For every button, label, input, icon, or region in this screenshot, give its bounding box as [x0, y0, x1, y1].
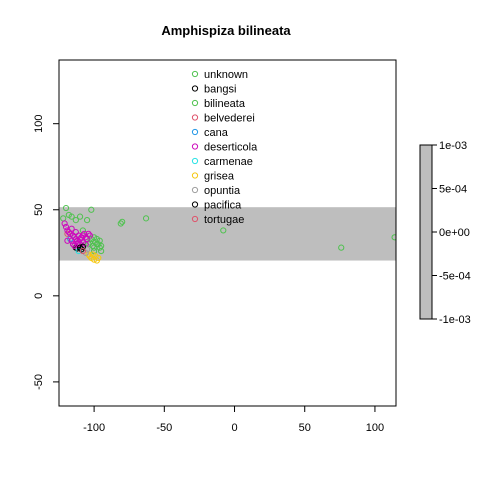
point-deserticola: [68, 225, 75, 232]
points-group: [60, 204, 396, 264]
point-deserticola: [64, 237, 71, 244]
legend-label-deserticola: deserticola: [204, 142, 258, 154]
point-bilineata: [91, 244, 98, 251]
colorbar: 1e-03 5e-04 0e+00 -5e-04 -1e-03: [419, 140, 471, 326]
point-bilineata: [88, 235, 95, 243]
point-unknown: [76, 213, 84, 220]
plot-area: -100 -50 0 50 100 -50 0 50 100: [33, 59, 397, 434]
legend-marker-deserticola: [191, 143, 199, 150]
legend-label-belvederei: belvederei: [204, 113, 255, 125]
legend-label-grisea: grisea: [204, 171, 235, 183]
legend-marker-opuntia: [191, 186, 199, 194]
x-tick-label: 50: [299, 422, 311, 434]
point-grisea: [86, 253, 93, 260]
point-bilineata: [95, 241, 102, 248]
colorbar-tick-label: 5e-04: [439, 184, 467, 196]
legend-marker-unknown: [191, 70, 199, 78]
point-unknown: [338, 244, 345, 251]
colorbar-tick-label: -1e-03: [439, 314, 471, 326]
y-tick-label: 50: [33, 204, 45, 216]
point-deserticola: [69, 241, 77, 248]
y-tick-label: 0: [33, 293, 45, 299]
colorbar-tick-label: -5e-04: [439, 271, 471, 283]
point-bilineata: [98, 247, 105, 255]
point-unknown: [117, 220, 124, 227]
legend-marker-bangsi: [191, 85, 199, 92]
point-grisea: [95, 254, 102, 262]
colorbar-tick-label: 1e-03: [439, 140, 467, 152]
legend-label-bilineata: bilineata: [204, 98, 246, 110]
legend-marker-grisea: [191, 172, 199, 179]
point-deserticola: [72, 229, 79, 236]
point-unknown: [68, 213, 75, 220]
legend-label-bangsi: bangsi: [204, 84, 236, 96]
x-tick-label: 100: [366, 422, 384, 434]
point-unknown: [88, 206, 95, 213]
legend-label-pacifica: pacifica: [204, 200, 242, 212]
point-deserticola: [61, 220, 68, 227]
point-unknown: [220, 227, 227, 234]
legend-label-tortugae: tortugae: [204, 214, 244, 226]
point-deserticola: [81, 230, 88, 237]
point-belvederei: [64, 230, 71, 237]
legend-marker-tortugae: [191, 215, 199, 223]
colorbar-tick-label: 0e+00: [439, 227, 470, 239]
legend-marker-belvederei: [191, 114, 199, 121]
legend-marker-pacifica: [191, 201, 199, 208]
plot-frame: [58, 59, 397, 407]
point-unknown: [142, 215, 150, 222]
point-tortugae: [79, 247, 86, 255]
point-deserticola: [62, 223, 70, 231]
point-unknown: [119, 218, 126, 225]
point-unknown: [83, 216, 91, 224]
legend-label-opuntia: opuntia: [204, 185, 241, 197]
chart-title: Amphispiza bilineata: [161, 23, 291, 38]
legend-label-cana: cana: [204, 127, 229, 139]
latitude-band: [59, 207, 396, 261]
x-tick-label: 0: [231, 422, 237, 434]
legend-marker-cana: [191, 128, 199, 136]
point-pacifica: [79, 243, 86, 250]
legend: unknown bangsi bilineata belvederei cana dese…: [191, 69, 258, 226]
y-tick-label: -50: [33, 374, 45, 390]
legend-label-carmenae: carmenae: [204, 156, 253, 168]
point-deserticola: [68, 237, 75, 244]
point-deserticola: [85, 230, 92, 237]
x-tick-label: -50: [156, 422, 172, 434]
y-tick-label: 100: [33, 115, 45, 133]
point-unknown: [72, 216, 79, 224]
point-deserticola: [86, 232, 93, 239]
legend-marker-bilineata: [191, 99, 199, 107]
point-unknown: [62, 204, 70, 212]
colorbar-bar: [419, 144, 433, 320]
legend-marker-carmenae: [191, 157, 199, 165]
point-unknown: [391, 234, 396, 241]
x-tick-label: -100: [83, 422, 105, 434]
legend-label-unknown: unknown: [204, 69, 248, 81]
